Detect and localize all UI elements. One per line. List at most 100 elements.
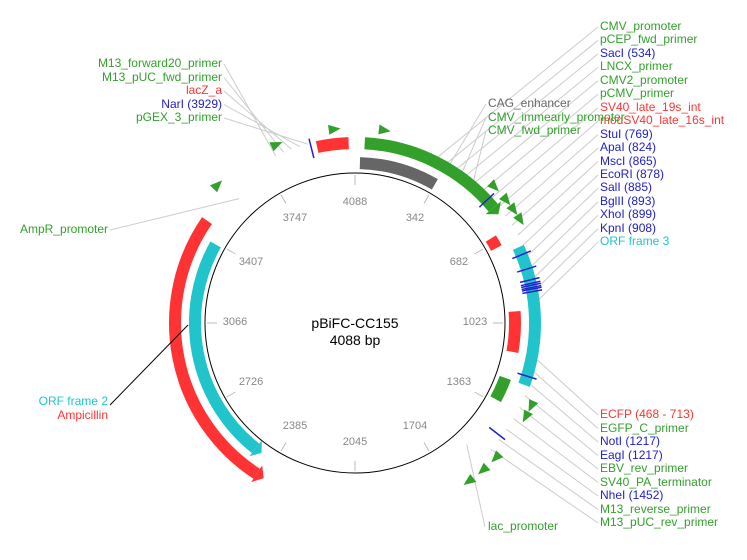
primer-arrow-icon (506, 202, 518, 215)
backbone-circle (204, 172, 506, 474)
primer-arrow-icon (328, 124, 341, 135)
feature-label[interactable]: CMV_fwd_primer (488, 123, 581, 137)
feature-label[interactable]: StuI (769) (600, 126, 653, 141)
restriction-site-marker (520, 280, 541, 287)
leader-line (456, 53, 599, 170)
feature-label[interactable]: M13_pUC_fwd_primer (101, 69, 222, 84)
feature-label[interactable]: lacZ_a (185, 83, 222, 97)
leader-line (527, 188, 599, 257)
feature-label[interactable]: M13_reverse_primer (600, 501, 711, 516)
restriction-site-marker (517, 372, 537, 380)
feature-label[interactable]: pGEX_3_primer (135, 110, 222, 124)
leader-line (538, 241, 599, 301)
feature-label[interactable]: pCMV_primer (600, 86, 675, 101)
restriction-site-marker (521, 286, 542, 292)
leader-line (483, 93, 599, 191)
restriction-site-marker (308, 138, 315, 159)
leader-line (490, 448, 599, 524)
leader-line (530, 201, 599, 267)
feature-label[interactable]: M13_pUC_rev_primer (600, 515, 719, 529)
feature-label[interactable]: NotI (1217) (600, 434, 661, 448)
leader-line (519, 406, 599, 470)
primer-arrow-icon (491, 450, 504, 463)
leader-line (529, 383, 599, 443)
feature-label[interactable]: CAG_enhancer (488, 96, 571, 110)
leader-line (465, 66, 599, 176)
feature-label[interactable]: ECFP (468 - 713) (600, 407, 694, 421)
feature-arrow-icon (251, 465, 264, 483)
feature-label[interactable]: CMV2_promoter (600, 72, 689, 87)
feature-label[interactable]: NarI (3929) (161, 96, 222, 111)
feature-label[interactable]: pCEP_fwd_primer (600, 32, 698, 47)
leader-line (223, 77, 284, 153)
gene-label[interactable]: Ampicillin (57, 408, 108, 422)
feature-label[interactable]: XhoI (899) (600, 207, 657, 222)
feature-label[interactable]: AmpR_promoter (20, 222, 109, 236)
primer-arrow-icon (522, 409, 534, 423)
restriction-site-marker (521, 284, 542, 291)
feature-label[interactable]: M13_forward20_primer (97, 56, 222, 70)
feature-label[interactable]: MscI (865) (600, 153, 657, 168)
leader-line (109, 198, 240, 231)
restriction-site-marker (521, 282, 541, 289)
feature-label[interactable]: CMV_promoter (600, 19, 682, 33)
feature-arc (485, 235, 502, 251)
feature-label[interactable]: EcoRI (878) (600, 166, 665, 181)
tick-label: 3747 (282, 212, 308, 225)
tick-label: 682 (449, 256, 469, 268)
feature-label[interactable]: LNCX_primer (600, 59, 673, 74)
leader-line (444, 103, 487, 173)
feature-label[interactable]: BglII (893) (600, 193, 656, 208)
tick-mark (280, 194, 287, 204)
primer-arrow-icon (463, 474, 477, 486)
leader-line (457, 117, 487, 182)
tick-mark (474, 391, 484, 398)
leader-line (223, 104, 300, 147)
label-pointer-line (109, 324, 189, 406)
leader-line (223, 90, 292, 150)
restriction-site-marker (519, 276, 540, 284)
feature-label[interactable]: SacI (534) (600, 45, 656, 60)
feature-label[interactable]: NheI (1452) (600, 488, 664, 502)
plasmid-length: 4088 bp (329, 332, 381, 348)
feature-arrow-icon (249, 440, 262, 457)
tick-label: 3407 (238, 256, 264, 268)
feature-label[interactable]: EBV_rev_primer (600, 461, 689, 475)
leader-line (498, 439, 599, 510)
tick-label: 342 (405, 212, 425, 225)
tick-mark (423, 442, 430, 452)
tick-label: 1363 (446, 376, 472, 388)
feature-label[interactable]: EGFP_C_primer (600, 420, 689, 435)
tick-mark (226, 391, 236, 398)
feature-arc (506, 311, 521, 353)
feature-arc (512, 244, 541, 387)
primer-arrow-icon (487, 179, 499, 192)
restriction-site-marker (522, 289, 543, 295)
feature-label[interactable]: EagI (1217) (600, 447, 663, 462)
orf-label[interactable]: ORF frame 2 (38, 394, 108, 408)
feature-label[interactable]: ORF frame 3 (600, 234, 670, 249)
feature-label[interactable]: modSV40_late_16s_int (600, 113, 725, 128)
feature-label[interactable]: SalI (885) (600, 180, 653, 195)
primer-arrow-icon (528, 399, 539, 412)
tick-label: 4088 (342, 196, 368, 208)
leader-line (536, 358, 599, 416)
restriction-site-marker (516, 265, 537, 273)
feature-label[interactable]: lac_promoter (488, 519, 559, 533)
leader-line (491, 107, 599, 199)
feature-label[interactable]: SV40_late_19s_int (600, 99, 701, 114)
tick-label: 2726 (238, 376, 264, 388)
feature-label[interactable]: KpnI (908) (600, 220, 657, 235)
leader-line (498, 120, 599, 208)
feature-label[interactable]: SV40_PA_terminator (600, 474, 712, 489)
tick-label: 2385 (282, 419, 308, 432)
feature-label[interactable]: CMV_immearly_promoter (488, 109, 625, 124)
tick-mark (474, 248, 484, 255)
leader-line (533, 214, 599, 278)
feature-arc (364, 137, 498, 212)
feature-label[interactable]: ApaI (824) (600, 140, 657, 155)
tick-label: 1704 (402, 419, 428, 432)
tick-label: 1023 (462, 316, 488, 328)
